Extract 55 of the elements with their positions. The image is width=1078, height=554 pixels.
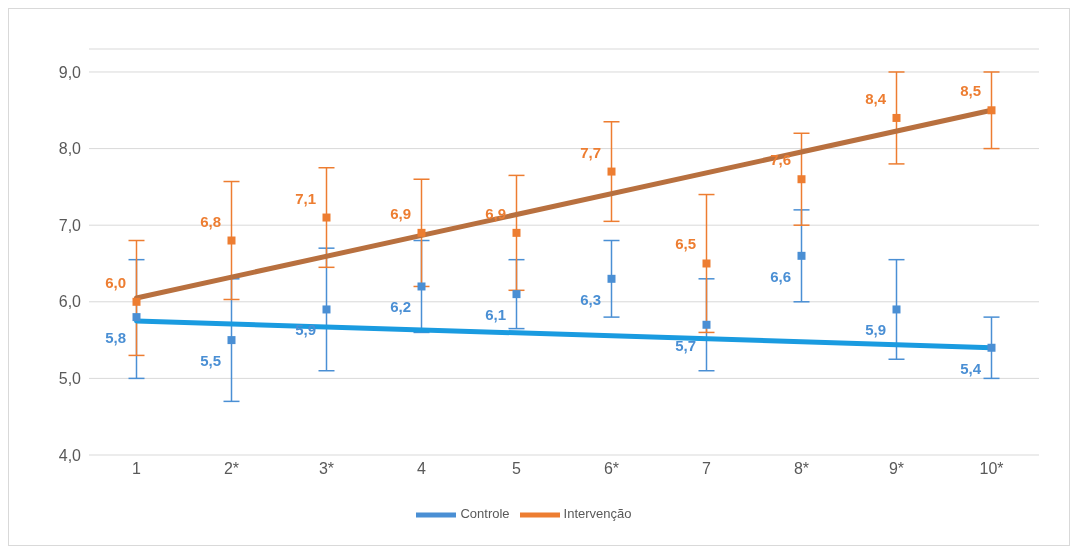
y-tick-label: 5,0 [58, 370, 82, 388]
data-label: 5,7 [675, 336, 696, 354]
point [797, 175, 806, 184]
point [987, 106, 996, 115]
data-label: 6,3 [580, 290, 601, 308]
point [607, 274, 616, 283]
point [892, 305, 901, 314]
point [512, 228, 521, 237]
data-label: 8,5 [960, 82, 981, 100]
legend-label: Intervenção [563, 506, 632, 522]
data-label: 6,1 [485, 306, 506, 324]
data-label: 5,8 [105, 329, 126, 347]
x-tick-label: 5 [512, 460, 522, 478]
data-label: 8,4 [865, 89, 887, 107]
x-tick-label: 3* [318, 460, 335, 478]
x-tick-label: 7 [702, 460, 712, 478]
point [702, 320, 711, 329]
y-tick-label: 4,0 [58, 446, 82, 464]
data-label: 6,8 [200, 212, 221, 230]
point [797, 251, 806, 260]
point [227, 236, 236, 245]
y-tick-label: 7,0 [58, 216, 82, 234]
data-label: 6,2 [390, 298, 411, 316]
point [987, 343, 996, 352]
y-tick-label: 6,0 [58, 293, 82, 311]
data-label: 5,5 [200, 352, 221, 370]
x-tick-label: 2* [223, 460, 240, 478]
point [132, 313, 141, 322]
data-label: 7,7 [580, 143, 601, 161]
data-label: 6,5 [675, 235, 696, 253]
data-label: 6,0 [105, 273, 126, 291]
point [227, 336, 236, 345]
x-tick-label: 6* [603, 460, 620, 478]
x-tick-label: 8* [793, 460, 810, 478]
point [417, 282, 426, 291]
y-tick-label: 9,0 [58, 63, 82, 81]
point [607, 167, 616, 176]
point [892, 113, 901, 122]
data-label: 6,6 [770, 267, 791, 285]
x-tick-label: 1 [132, 460, 142, 478]
y-tick-label: 8,0 [58, 140, 82, 158]
point [702, 259, 711, 268]
data-label: 7,1 [295, 189, 316, 207]
data-label: 5,4 [960, 359, 982, 377]
x-tick-label: 4 [417, 460, 427, 478]
point [417, 228, 426, 237]
data-label: 5,9 [865, 321, 886, 339]
point [322, 305, 331, 314]
point [132, 297, 141, 306]
x-tick-label: 9* [888, 460, 905, 478]
legend-label: Controle [460, 506, 510, 522]
point [322, 213, 331, 222]
x-tick-label: 10* [979, 460, 1004, 478]
data-label: 6,9 [390, 204, 411, 222]
point [512, 290, 521, 299]
